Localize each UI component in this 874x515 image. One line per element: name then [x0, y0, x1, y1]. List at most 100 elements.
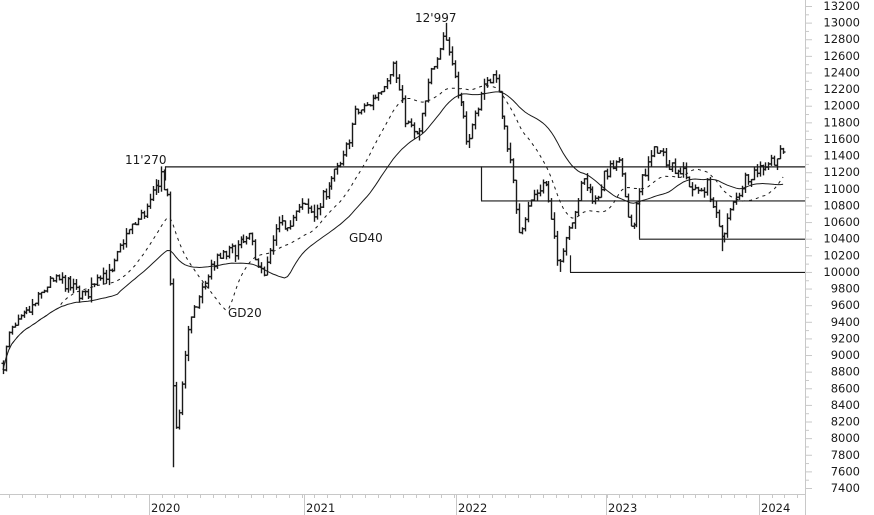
ohlc-bar: [623, 172, 628, 198]
ohlc-bar: [599, 184, 604, 199]
ohlc-bar: [209, 259, 214, 280]
ohlc-bar: [121, 239, 126, 250]
ohlc-bar: [500, 90, 505, 119]
ohlc-bar: [271, 235, 276, 255]
ohlc-bar: [200, 282, 205, 304]
ohlc-bar: [400, 85, 405, 104]
ohlc-bar: [412, 122, 417, 139]
ohlc-bar: [579, 180, 584, 202]
ohlc-bar: [332, 168, 337, 182]
ohlc-bar: [350, 122, 355, 147]
ohlc-bar: [291, 214, 296, 227]
ohlc-bar: [725, 213, 730, 238]
ohlc-bar: [394, 60, 399, 84]
ohlc-bar: [101, 267, 106, 285]
ohlc-bar: [321, 190, 326, 208]
ohlc-bar: [347, 139, 352, 150]
ohlc-bar: [324, 188, 329, 200]
ohlc-bar: [541, 179, 546, 194]
ohlc-bar: [467, 134, 472, 149]
ohlc-bar: [71, 278, 76, 294]
y-tick-label: 9800: [831, 282, 860, 296]
y-tick-label: 10000: [823, 265, 860, 279]
ohlc-bar: [107, 263, 112, 286]
ohlc-bar: [341, 150, 346, 166]
ohlc-bar: [687, 176, 692, 188]
y-tick-label: 11000: [823, 182, 860, 196]
y-tick-label: 11800: [823, 115, 860, 129]
ohlc-bar: [497, 74, 502, 93]
ohlc-bar: [708, 176, 713, 203]
y-tick-label: 8000: [831, 431, 860, 445]
ohlc-bar: [714, 201, 719, 218]
ohlc-bar: [464, 111, 469, 145]
moving-average-gd20: [2, 85, 784, 371]
ohlc-bar: [89, 277, 94, 303]
y-tick-label: 12800: [823, 32, 860, 46]
x-tick-label-2023: 2023: [608, 501, 637, 515]
ohlc-bar: [629, 214, 634, 227]
ohlc-bar: [77, 285, 82, 303]
ohlc-bar: [236, 240, 241, 260]
y-tick-label: 8800: [831, 365, 860, 379]
ohlc-bar: [772, 155, 777, 166]
y-tick-label: 9400: [831, 315, 860, 329]
y-tick-label: 10600: [823, 215, 860, 229]
ohlc-bar: [535, 189, 540, 202]
ohlc-bar: [159, 166, 164, 192]
ohlc-bar: [514, 179, 519, 214]
ohlc-bar: [356, 108, 361, 115]
ohlc-bar: [470, 123, 475, 140]
ohlc-bar: [95, 274, 100, 286]
ohlc-bar: [180, 381, 185, 416]
ohlc-bar: [552, 212, 557, 239]
ohlc-bar: [189, 316, 194, 334]
ohlc-bar: [151, 186, 156, 202]
ohlc-bar: [626, 193, 631, 218]
ohlc-bar: [183, 350, 188, 389]
ohlc-bar: [640, 174, 645, 196]
ohlc-bar: [16, 314, 21, 327]
ohlc-bars: [1, 22, 786, 468]
ohlc-bar: [130, 223, 135, 235]
ohlc-bar: [746, 174, 751, 185]
ohlc-bar: [124, 228, 129, 248]
ohlc-bar: [667, 159, 672, 171]
ohlc-bar: [734, 192, 739, 205]
ohlc-bar: [409, 118, 414, 128]
y-tick-label: 11200: [823, 165, 860, 179]
ohlc-bar: [274, 224, 279, 246]
ohlc-bar: [453, 60, 458, 79]
ohlc-bar: [573, 210, 578, 229]
x-axis: 2020 2021 2022 2023 2024: [0, 494, 805, 515]
ohlc-bar: [705, 178, 710, 196]
ohlc-bar: [769, 154, 774, 166]
ohlc-bar: [646, 156, 651, 181]
ohlc-bar: [104, 269, 109, 284]
ohlc-bar: [602, 170, 607, 192]
ohlc-bar: [494, 70, 499, 83]
y-axis: 13200 13000 12800 12600 12400 12200 12000 11800…: [805, 0, 860, 515]
ohlc-bar: [306, 198, 311, 214]
y-tick-label: 13200: [823, 0, 860, 13]
y-tick-label: 12400: [823, 65, 860, 79]
y-tick-label: 9000: [831, 348, 860, 362]
ohlc-bar: [297, 203, 302, 213]
ohlc-bar: [423, 100, 428, 117]
ohlc-bar: [438, 47, 443, 60]
y-tick-label: 10200: [823, 248, 860, 262]
ohlc-bar: [168, 191, 173, 286]
y-tick-label: 10800: [823, 198, 860, 212]
ohlc-bar: [526, 201, 531, 223]
label-gd40: GD40: [349, 231, 383, 245]
y-tick-label: 12200: [823, 82, 860, 96]
ohlc-bar: [655, 146, 660, 154]
ohlc-bar: [652, 146, 657, 158]
ohlc-bar: [277, 216, 282, 233]
horizontal-levels: [164, 166, 805, 274]
ohlc-bar: [294, 210, 299, 221]
ohlc-bar: [444, 22, 449, 41]
y-tick-label: 11600: [823, 132, 860, 146]
annotation-all-time-high: 12'997: [415, 11, 456, 25]
